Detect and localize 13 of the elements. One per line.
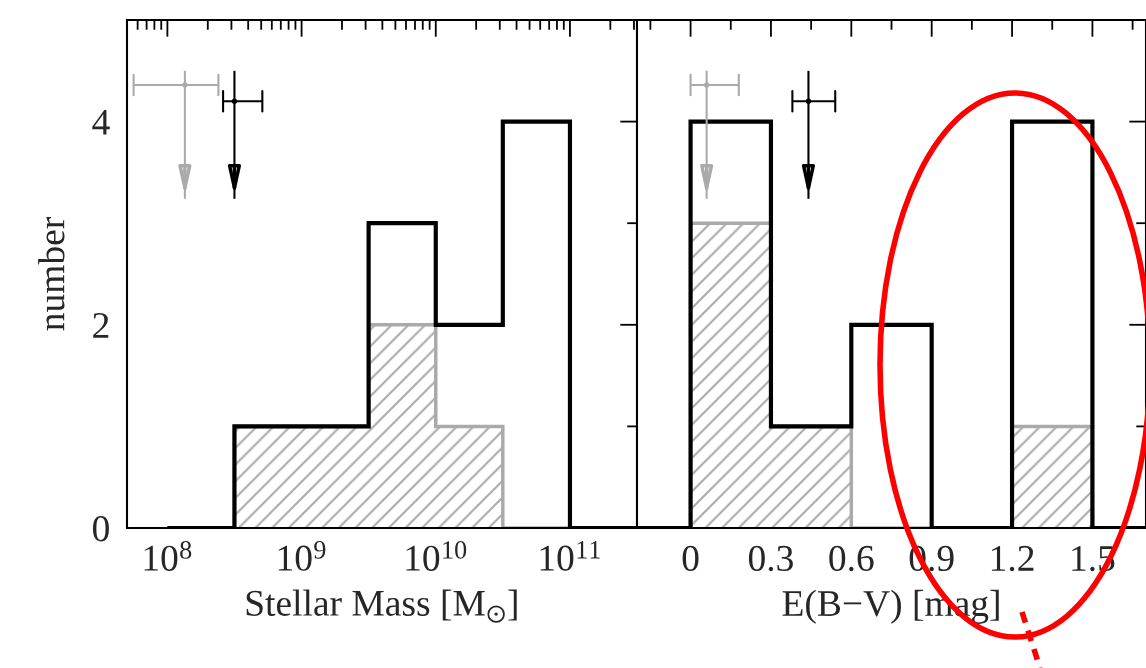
y-tick-label: 0 (93, 516, 109, 542)
x-tick-label: 10$^{11}$ (540, 541, 600, 571)
y-tick-label: 2 (93, 312, 109, 338)
y-axis-title: number (38, 217, 65, 331)
x-axis-title: Stellar Mass [M$_{⊙}$] (246, 589, 517, 623)
x-tick-label: 0.6 (829, 545, 874, 572)
x-tick-label: 0.3 (748, 545, 793, 572)
x-tick-label: 10$^{10}$ (406, 541, 467, 571)
x-tick-label: 10$^{8}$ (144, 541, 192, 571)
x-tick-label: 1.2 (991, 545, 1034, 572)
x-tick-label: 0 (682, 545, 699, 572)
y-tick-label: 4 (92, 109, 110, 135)
x-tick-label: 10$^{9}$ (278, 541, 326, 571)
